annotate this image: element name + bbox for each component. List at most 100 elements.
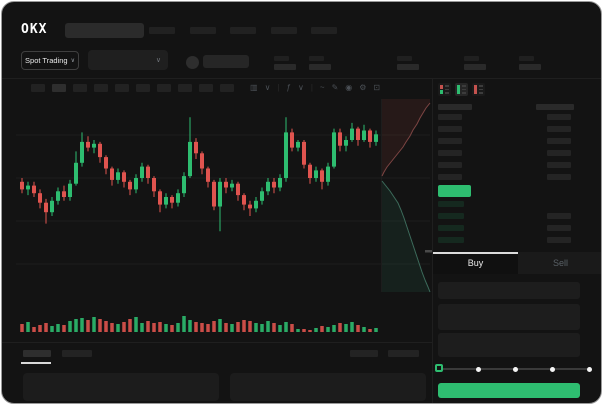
chevron-down-icon[interactable]: ∨ <box>264 83 271 92</box>
buy-submit-button[interactable] <box>438 383 580 398</box>
divider: | <box>277 83 280 92</box>
nav-menu-item[interactable] <box>311 27 337 34</box>
candle-body <box>38 193 42 203</box>
ask-price-placeholder[interactable] <box>438 162 462 168</box>
timeframe-buttons <box>31 84 234 92</box>
volume-bar <box>326 327 330 332</box>
bottom-right-control-placeholder[interactable] <box>388 350 419 357</box>
volume-bar <box>374 328 378 332</box>
volume-bar <box>266 321 270 332</box>
bid-price-placeholder[interactable] <box>438 225 464 231</box>
market-type-selector[interactable]: Spot Trading ∨ <box>21 51 79 70</box>
book-combined-icon[interactable] <box>438 83 451 96</box>
chevron-down-icon[interactable]: ∨ <box>297 83 304 92</box>
timeframe-button[interactable] <box>31 84 45 92</box>
trading-pair-selector[interactable]: ∨ <box>88 50 168 70</box>
nav-menu-item[interactable] <box>271 27 297 34</box>
candle-body <box>284 132 288 178</box>
ticker-stat-label-placeholder <box>397 56 412 61</box>
okx-logo[interactable]: OKX <box>21 22 48 37</box>
candle-body <box>224 181 228 188</box>
ticker-stat-value-placeholder <box>274 64 296 70</box>
candle-body <box>254 200 258 209</box>
indicators-icon[interactable]: ƒ <box>286 83 291 92</box>
volume-bar <box>20 324 24 332</box>
order-field-total[interactable] <box>438 333 580 357</box>
bid-amount-placeholder <box>547 237 571 243</box>
search-input[interactable] <box>65 23 144 38</box>
slider-stop-dot[interactable] <box>550 366 555 372</box>
price-axis-tick <box>425 250 432 253</box>
draw-icon[interactable]: ✎ <box>331 83 339 92</box>
volume-bar <box>194 322 198 332</box>
bid-price-placeholder[interactable] <box>438 201 464 207</box>
tab-sell[interactable]: Sell <box>518 252 601 274</box>
ask-amount-placeholder <box>547 114 571 120</box>
ticker-stat-value-placeholder <box>519 64 541 70</box>
slider-stop-dot[interactable] <box>513 366 518 372</box>
ticker-stat-label-placeholder <box>309 56 324 61</box>
timeframe-button[interactable] <box>73 84 87 92</box>
order-field-price[interactable] <box>438 282 580 299</box>
slider-stop-dot[interactable] <box>476 366 481 372</box>
fullscreen-icon[interactable]: ⊡ <box>373 83 381 92</box>
nav-menu-item[interactable] <box>230 27 256 34</box>
nav-menu-item[interactable] <box>149 27 175 34</box>
bid-price-placeholder[interactable] <box>438 237 464 243</box>
candle-body <box>140 166 144 178</box>
ask-price-placeholder[interactable] <box>438 138 462 144</box>
candle-body <box>218 181 222 207</box>
bottom-panel-placeholder <box>230 373 426 401</box>
timeframe-button[interactable] <box>199 84 213 92</box>
book-asks-icon[interactable] <box>472 83 485 96</box>
slider-stop-dot[interactable] <box>587 366 592 372</box>
timeframe-button[interactable] <box>94 84 108 92</box>
volume-bar <box>308 330 312 332</box>
candle-body <box>80 141 84 163</box>
amount-slider-handle[interactable] <box>435 364 443 372</box>
tab-buy[interactable]: Buy <box>433 252 518 274</box>
last-price-placeholder <box>203 55 249 68</box>
candle-body <box>350 128 354 140</box>
bottom-right-control-placeholder[interactable] <box>350 350 378 357</box>
ask-price-placeholder[interactable] <box>438 174 462 180</box>
order-field-amount[interactable] <box>438 304 580 330</box>
settings-icon[interactable]: ⚙ <box>359 83 367 92</box>
icon-line <box>479 88 483 90</box>
bottom-tab-active-placeholder[interactable] <box>23 350 51 357</box>
volume-bar <box>188 320 192 332</box>
candle-body <box>92 143 96 148</box>
candle-body <box>290 132 294 148</box>
line-tool-icon[interactable]: ~ <box>319 83 325 92</box>
market-type-label: Spot Trading <box>25 56 68 65</box>
bottom-tab-placeholder[interactable] <box>62 350 92 357</box>
book-bids-icon[interactable] <box>455 83 468 96</box>
icon-line <box>462 92 466 94</box>
timeframe-button[interactable] <box>136 84 150 92</box>
nav-menu-item[interactable] <box>190 27 216 34</box>
volume-bar <box>272 323 276 332</box>
candle-body <box>236 183 240 196</box>
camera-icon[interactable]: ◉ <box>345 83 353 92</box>
volume-bar <box>212 321 216 332</box>
timeframe-button[interactable] <box>178 84 192 92</box>
timeframe-button[interactable] <box>157 84 171 92</box>
volume-bar <box>92 317 96 332</box>
volume-bar <box>248 321 252 332</box>
bid-price-placeholder[interactable] <box>438 213 464 219</box>
ask-price-placeholder[interactable] <box>438 114 462 120</box>
volume-bar <box>110 323 114 332</box>
chevron-down-icon: ∨ <box>70 57 75 64</box>
candle-body <box>74 162 78 184</box>
ask-price-placeholder[interactable] <box>438 126 462 132</box>
volume-bar <box>170 325 174 332</box>
candle-body <box>152 178 156 192</box>
orderbook-last-price[interactable] <box>438 185 471 197</box>
timeframe-button[interactable] <box>52 84 66 92</box>
price-chart[interactable] <box>2 99 432 342</box>
chevron-down-icon: ∨ <box>155 57 161 64</box>
ask-price-placeholder[interactable] <box>438 150 462 156</box>
timeframe-button[interactable] <box>115 84 129 92</box>
chart-style-icon[interactable]: ▥ <box>250 83 258 92</box>
timeframe-button[interactable] <box>220 84 234 92</box>
